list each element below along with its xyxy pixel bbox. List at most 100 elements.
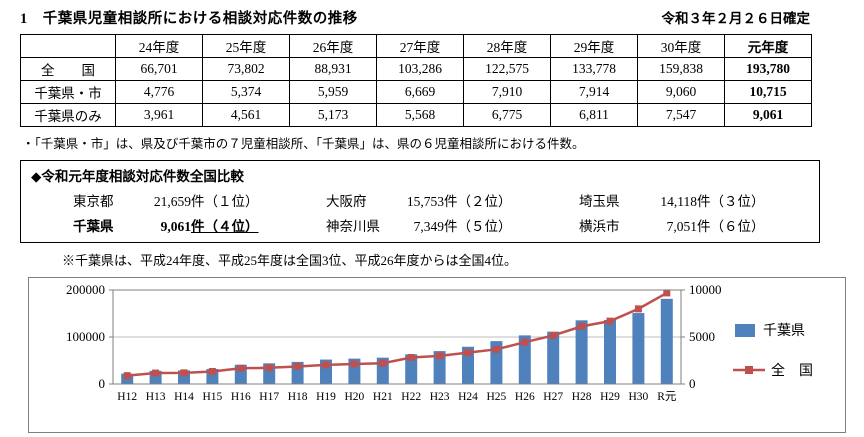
confirmation-date: 令和３年２月２６日確定 bbox=[661, 11, 811, 26]
line-marker bbox=[606, 317, 614, 325]
corner-cell bbox=[20, 34, 116, 58]
line-marker bbox=[407, 353, 415, 361]
line-marker bbox=[294, 362, 302, 370]
entry-rank: 件（６位） bbox=[697, 219, 765, 234]
value-cell: 10,715 bbox=[724, 80, 812, 104]
bar-chiba bbox=[660, 298, 673, 384]
entry-name: 東京都 bbox=[73, 194, 114, 209]
bar-chiba bbox=[547, 331, 560, 384]
legend-label-zenkoku: 全 国 bbox=[771, 362, 813, 379]
entry-name: 埼玉県 bbox=[579, 194, 620, 209]
value-cell: 122,575 bbox=[463, 57, 551, 81]
right-axis-label: 0 bbox=[689, 376, 696, 391]
entry-count: 7,051 bbox=[666, 219, 697, 234]
entry-rank: 件（３位） bbox=[697, 194, 765, 209]
line-marker bbox=[578, 322, 586, 330]
statistics-table: 24年度 25年度 26年度 27年度 28年度 29年度 30年度 元年度全 国 66,701… bbox=[20, 34, 812, 127]
year-header: 25年度 bbox=[202, 34, 290, 58]
chart-container: 0 100000 200000 0 5000 10000 H12 H13 H14 H15 H16 H1… bbox=[28, 277, 846, 433]
category-label: H14 bbox=[174, 391, 194, 403]
entry-name: 神奈川県 bbox=[326, 219, 380, 234]
category-label: H20 bbox=[344, 391, 364, 403]
entry-rank: 件（５位） bbox=[444, 219, 512, 234]
table-row: 千葉県・市 4,776 5,374 5,959 6,669 7,910 7,914 9,060… bbox=[20, 80, 812, 104]
category-label: H24 bbox=[458, 391, 478, 403]
value-cell: 5,173 bbox=[289, 103, 377, 127]
comparison-entry: 埼玉県 14,118件（３位） bbox=[579, 190, 811, 210]
value-cell: 193,780 bbox=[724, 57, 812, 81]
line-marker bbox=[464, 349, 472, 357]
category-label: H30 bbox=[628, 391, 648, 403]
year-header: 24年度 bbox=[115, 34, 203, 58]
bar-chiba bbox=[604, 319, 616, 384]
line-marker bbox=[521, 338, 529, 346]
comparison-entry: 大阪府 15,753件（２位） bbox=[326, 190, 579, 210]
entry-rank: 件（２位） bbox=[444, 194, 512, 209]
entry-rank: 件（１位） bbox=[191, 194, 259, 209]
line-marker bbox=[208, 368, 216, 376]
value-cell: 88,931 bbox=[289, 57, 377, 81]
value-cell: 66,701 bbox=[115, 57, 203, 81]
value-cell: 9,060 bbox=[637, 80, 725, 104]
value-cell: 73,802 bbox=[202, 57, 290, 81]
entry-count: 15,753 bbox=[406, 194, 444, 209]
line-zenkoku bbox=[127, 291, 668, 377]
value-cell: 5,959 bbox=[289, 80, 377, 104]
value-cell: 7,914 bbox=[550, 80, 638, 104]
row-label: 全 国 bbox=[20, 57, 116, 81]
row-label: 千葉県のみ bbox=[20, 103, 116, 127]
line-marker bbox=[322, 361, 330, 369]
year-header: 27年度 bbox=[376, 34, 464, 58]
year-header: 元年度 bbox=[724, 34, 812, 58]
bar-chiba bbox=[575, 320, 588, 384]
comparison-box: ◆令和元年度相談対応件数全国比較 東京都 21,659件（１位） 大阪府 15,753… bbox=[20, 160, 820, 243]
line-marker bbox=[265, 364, 273, 372]
legend-bar-swatch bbox=[735, 324, 755, 337]
line-marker bbox=[180, 369, 188, 377]
table-footnote: ・「千葉県・市」は、県及び千葉市の７児童相談所、「千葉県」は、県の６児童相談所に… bbox=[22, 137, 585, 151]
category-label: H15 bbox=[202, 391, 222, 403]
year-header: 29年度 bbox=[550, 34, 638, 58]
rank-footnote: ※千葉県は、平成24年度、平成25年度は全国3位、平成26年度からは全国4位。 bbox=[62, 253, 518, 268]
entry-count: 7,349 bbox=[413, 219, 444, 234]
bar-chiba bbox=[518, 335, 531, 384]
category-label: H29 bbox=[600, 391, 620, 403]
legend-label-chiba: 千葉県 bbox=[763, 323, 805, 339]
value-cell: 6,775 bbox=[463, 103, 551, 127]
line-marker bbox=[152, 369, 160, 377]
value-cell: 6,669 bbox=[376, 80, 464, 104]
left-axis-label: 0 bbox=[99, 376, 106, 391]
line-marker bbox=[237, 364, 245, 372]
combo-chart: 0 100000 200000 0 5000 10000 H12 H13 H14 H15 H16 H1… bbox=[66, 282, 813, 403]
category-label: H23 bbox=[430, 391, 450, 403]
table-header-row: 24年度 25年度 26年度 27年度 28年度 29年度 30年度 元年度 bbox=[20, 34, 812, 58]
category-label: H16 bbox=[231, 391, 251, 403]
value-cell: 4,561 bbox=[202, 103, 290, 127]
comparison-entry: 千葉県 9,061件（４位） bbox=[73, 215, 326, 235]
category-label: H25 bbox=[486, 391, 506, 403]
table-row: 全 国 66,701 73,802 88,931 103,286 122,575 133,7… bbox=[20, 57, 812, 81]
comparison-heading: ◆令和元年度相談対応件数全国比較 bbox=[31, 169, 244, 184]
document-header: 1 千葉県児童相談所における相談対応件数の推移 令和３年２月２６日確定 bbox=[0, 0, 864, 28]
comparison-entries: 東京都 21,659件（１位） 大阪府 15,753件（２位） 埼玉県 14,118件（３… bbox=[73, 190, 811, 235]
comparison-entry: 横浜市 7,051件（６位） bbox=[579, 215, 811, 235]
category-label: H12 bbox=[117, 391, 137, 403]
bar-chiba bbox=[405, 354, 418, 384]
category-label: H26 bbox=[515, 391, 535, 403]
value-cell: 159,838 bbox=[637, 57, 725, 81]
row-label: 千葉県・市 bbox=[20, 80, 116, 104]
left-axis-label: 200000 bbox=[66, 282, 105, 297]
right-axis-label: 5000 bbox=[689, 329, 715, 344]
value-cell: 103,286 bbox=[376, 57, 464, 81]
line-marker bbox=[492, 345, 500, 353]
legend-line-marker bbox=[745, 366, 753, 374]
line-marker bbox=[436, 352, 444, 360]
entry-name: 横浜市 bbox=[579, 219, 620, 234]
category-label: H27 bbox=[543, 391, 563, 403]
category-label: H18 bbox=[288, 391, 308, 403]
value-cell: 7,910 bbox=[463, 80, 551, 104]
value-cell: 6,811 bbox=[550, 103, 638, 127]
category-label: H17 bbox=[259, 391, 279, 403]
value-cell: 9,061 bbox=[724, 103, 812, 127]
line-marker bbox=[123, 372, 131, 380]
